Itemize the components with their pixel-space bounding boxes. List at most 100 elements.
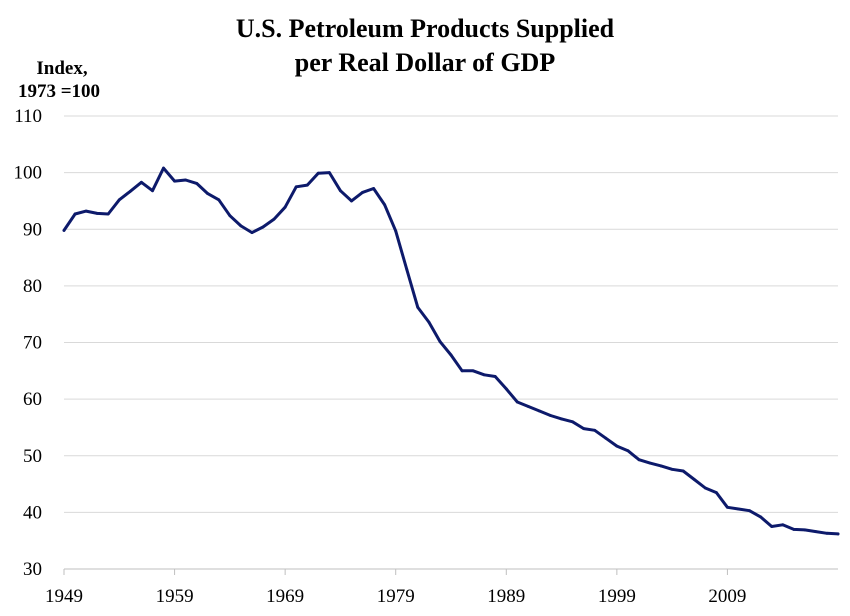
data-point (726, 505, 729, 509)
data-point (825, 531, 829, 535)
chart-title: U.S. Petroleum Products Supplied per Rea… (236, 14, 615, 77)
data-point (637, 458, 641, 462)
data-point (184, 178, 188, 182)
y-axis-unit-label-line-1: Index, (36, 58, 87, 79)
data-point (571, 420, 575, 424)
y-axis-ticks: 30 40 50 60 70 80 90 100 110 (14, 106, 43, 580)
data-point (383, 203, 387, 207)
data-point (394, 229, 398, 233)
data-point (294, 185, 298, 189)
data-point (117, 198, 121, 202)
data-point (670, 467, 674, 471)
data-point (737, 507, 740, 511)
data-point (714, 491, 718, 494)
chart-title-line-1: U.S. Petroleum Products Supplied (236, 14, 615, 43)
data-point (162, 166, 165, 170)
x-tick-label: 1989 (487, 586, 525, 607)
data-point (527, 405, 530, 408)
data-point (283, 205, 287, 209)
data-point (482, 373, 486, 377)
data-point (515, 400, 519, 404)
series-layer (62, 166, 840, 536)
data-point (316, 171, 320, 175)
data-point (803, 528, 807, 532)
data-point (438, 339, 442, 343)
data-point (560, 417, 563, 421)
data-point (460, 369, 464, 373)
data-point (95, 211, 99, 215)
y-axis-unit-label-line-2: 1973 =100 (18, 81, 100, 102)
x-tick-label: 1959 (156, 586, 194, 607)
data-point (449, 353, 453, 357)
data-point (781, 523, 785, 527)
y-tick-label: 80 (23, 276, 42, 297)
data-point (339, 189, 342, 193)
data-point (792, 527, 796, 531)
data-point (173, 179, 176, 183)
data-point (703, 486, 707, 490)
data-point (615, 444, 619, 448)
data-point (538, 409, 541, 413)
y-tick-label: 30 (23, 559, 42, 580)
x-tick-label: 1969 (266, 586, 304, 607)
data-point (73, 212, 77, 216)
data-point (372, 187, 375, 190)
data-point (759, 515, 762, 519)
data-point (593, 428, 597, 432)
y-tick-label: 40 (23, 502, 42, 523)
data-point (504, 387, 508, 391)
data-point (770, 525, 774, 528)
data-point (84, 209, 88, 213)
series-line (62, 166, 840, 536)
axes (63, 568, 838, 575)
x-tick-label: 1999 (598, 586, 636, 607)
x-tick-label: 1979 (377, 586, 415, 607)
y-axis-unit-label: Index, 1973 =100 (18, 58, 100, 102)
data-point (140, 180, 143, 184)
data-point (217, 198, 221, 202)
data-point (250, 231, 254, 235)
data-point (814, 530, 818, 534)
y-tick-label: 100 (14, 163, 43, 184)
data-point (206, 192, 210, 195)
y-tick-label: 70 (23, 333, 42, 354)
data-point (416, 305, 420, 309)
data-point (427, 320, 431, 324)
data-point (493, 375, 497, 378)
x-tick-label: 1949 (45, 586, 83, 607)
y-tick-label: 60 (23, 389, 42, 410)
x-tick-label: 2009 (708, 586, 746, 607)
gridlines (64, 115, 838, 513)
data-point (405, 268, 409, 271)
data-point (471, 369, 475, 373)
y-tick-label: 50 (23, 446, 42, 467)
data-point (106, 212, 110, 216)
y-tick-label: 90 (23, 219, 42, 240)
x-axis-ticks: 1949 1959 1969 1979 1989 1999 2009 (45, 586, 746, 607)
data-point (261, 225, 265, 229)
data-point (305, 183, 309, 187)
data-point (549, 414, 552, 417)
data-point (151, 189, 154, 193)
data-point (681, 469, 685, 473)
data-point (327, 171, 331, 175)
data-point (228, 214, 232, 218)
data-point (582, 427, 586, 430)
data-point (239, 224, 243, 228)
data-point (648, 461, 652, 465)
data-point (748, 509, 751, 513)
data-point (692, 478, 696, 481)
data-point (128, 189, 132, 193)
data-point (350, 199, 353, 203)
data-point (836, 532, 840, 536)
data-point (659, 464, 663, 468)
y-tick-label: 110 (14, 106, 42, 127)
data-point (604, 436, 608, 440)
chart-title-line-2: per Real Dollar of GDP (295, 48, 556, 77)
data-point (62, 228, 66, 232)
data-point (272, 217, 276, 221)
data-point (626, 449, 630, 453)
data-point (195, 181, 199, 185)
data-point (361, 191, 364, 194)
